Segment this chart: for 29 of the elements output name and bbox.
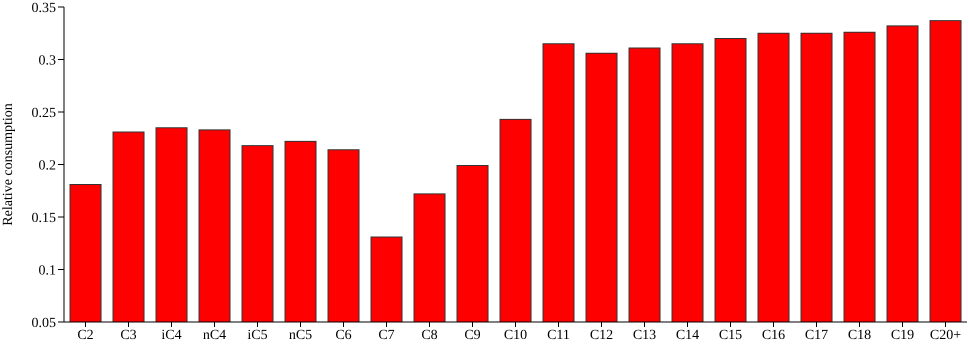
x-tick-label: C15 [718, 328, 742, 343]
x-tick-label: C19 [890, 328, 914, 343]
y-tick-label: 0.35 [32, 0, 56, 16]
x-tick-label: C13 [632, 328, 656, 343]
x-tick-label: C14 [676, 328, 700, 343]
x-tick-label: nC5 [288, 328, 312, 343]
x-tick-label: C18 [848, 328, 872, 343]
x-tick-label: C17 [804, 328, 828, 343]
x-tick-label: C6 [335, 328, 352, 343]
x-tick-label: C9 [464, 328, 481, 343]
y-tick-label: 0.2 [38, 158, 56, 174]
x-tick-label: C16 [762, 328, 786, 343]
x-tick-label: C10 [504, 328, 528, 343]
x-tick-label: C8 [421, 328, 438, 343]
x-tick-label: nC4 [202, 328, 226, 343]
x-tick-label: iC5 [247, 328, 268, 343]
y-tick-label: 0.05 [32, 316, 56, 331]
x-tick-label: C11 [547, 328, 570, 343]
x-tick-label: C12 [590, 328, 614, 343]
y-tick-label: 0.15 [32, 210, 56, 226]
x-tick-label: iC4 [161, 328, 182, 343]
x-tick-label: C2 [77, 328, 94, 343]
x-tick-label: C3 [120, 328, 137, 343]
x-tick-label: C7 [378, 328, 395, 343]
x-tick-label: C20+ [930, 328, 962, 343]
y-tick-label: 0.1 [38, 263, 56, 278]
y-tick-label: 0.25 [32, 106, 56, 121]
y-axis-title: Relative consumption [0, 103, 16, 226]
y-tick-label: 0.3 [38, 53, 56, 68]
